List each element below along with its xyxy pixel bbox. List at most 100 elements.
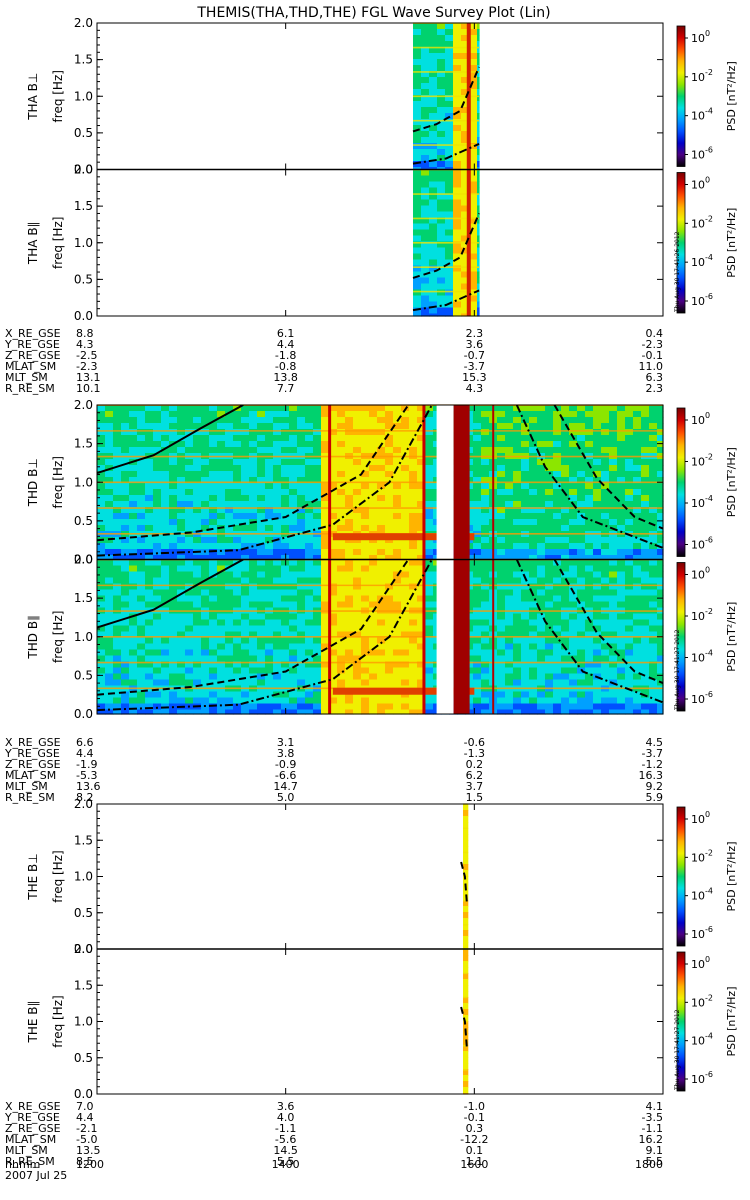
spectrum-cell (409, 559, 418, 567)
spectrum-cell (329, 601, 338, 609)
spectrum-cell (497, 703, 506, 711)
spectrum-cell (353, 709, 362, 715)
overlay-curve-dashdot (97, 405, 433, 557)
spectrum-cell (177, 429, 186, 436)
spectrum-cell (145, 441, 154, 448)
spectrum-cell (345, 595, 354, 603)
ephemeris-value: 3.1 (277, 736, 295, 749)
spectrum-cell (569, 459, 578, 466)
spectrum-cell (233, 429, 242, 436)
spectrum-cell (413, 283, 422, 291)
spectrum-cell (321, 441, 330, 448)
spectrum-cell (421, 119, 430, 126)
spectrum-cell (417, 549, 426, 556)
spectrum-cell (177, 501, 186, 508)
spectrum-cell (545, 565, 554, 573)
spectrum-cell (321, 435, 330, 442)
spectrum-cell (649, 477, 658, 484)
spectrum-cell (393, 637, 402, 645)
spectrum-cell (113, 583, 122, 591)
spectrum-cell (321, 613, 330, 621)
spectrum-cell (601, 571, 610, 579)
spectrum-cell (225, 619, 234, 627)
spectrum-cell (145, 447, 154, 454)
spectrum-cell (437, 253, 446, 261)
spectrum-cell (305, 565, 314, 573)
spectrum-cell (545, 459, 554, 466)
spectrum-cell (377, 631, 386, 639)
spectrum-cell (121, 709, 130, 715)
spectrum-cell (425, 601, 434, 609)
spectrum-cell (413, 175, 422, 183)
spectrum-cell (553, 471, 562, 478)
spectrum-cell (281, 649, 290, 657)
spectrum-cell (201, 483, 210, 490)
spectrum-cell (437, 223, 446, 231)
ephemeris-value: 10.1 (76, 382, 101, 395)
spectrum-cell (461, 199, 470, 207)
spectrum-cell (521, 465, 530, 472)
spectrum-cell (265, 513, 274, 520)
spectrum-cell (481, 441, 490, 448)
spectrum-cell (413, 143, 422, 150)
spectrum-cell (105, 411, 114, 418)
spectrum-cell (273, 625, 282, 633)
ephemeris-value: -5.6 (275, 1133, 296, 1146)
spectrum-cell (545, 577, 554, 585)
spectrum-cell (377, 679, 386, 687)
spectrum-cell (437, 83, 446, 90)
spectrum-cell (521, 637, 530, 645)
spectrum-cell (297, 549, 306, 556)
spectrum-cell (329, 637, 338, 645)
spectrum-cell (649, 667, 658, 675)
y-tick-label: 0.5 (74, 668, 93, 682)
spectrum-cell (633, 673, 642, 681)
spectrum-cell (561, 405, 570, 412)
spectrum-cell (529, 543, 538, 550)
spectrum-cell (521, 643, 530, 651)
spectrum-cell (553, 655, 562, 663)
spectrum-cell (561, 501, 570, 508)
spectrum-cell (257, 411, 266, 418)
spectrum-cell (185, 643, 194, 651)
spectrum-cell (113, 417, 122, 424)
spectrum-cell (453, 259, 462, 267)
ephemeris-value: -2.3 (642, 338, 663, 351)
spectrum-cell (569, 525, 578, 532)
spectrum-cell (437, 241, 446, 249)
spectrum-cell (409, 477, 418, 484)
spectrum-cell (461, 205, 470, 213)
spectrum-cell (505, 655, 514, 663)
spectrum-cell (477, 169, 480, 177)
spectrum-cell (593, 667, 602, 675)
spectrum-cell (233, 537, 242, 544)
spectrum-cell (649, 691, 658, 699)
spectrum-cell (513, 537, 522, 544)
spectrum-cell (625, 559, 634, 567)
spectrum-cell (273, 465, 282, 472)
spectrum-cell (505, 429, 514, 436)
spectrum-cell (137, 555, 146, 561)
spectrum-cell (241, 405, 250, 412)
spectrum-cell (577, 601, 586, 609)
spectrum-cell (633, 525, 642, 532)
spectrum-cell (241, 441, 250, 448)
spectrum-cell (97, 619, 106, 627)
spectrum-cell (417, 441, 426, 448)
spectrum-cell (481, 643, 490, 651)
spectrum-cell (617, 619, 626, 627)
spectrum-cell (265, 679, 274, 687)
spectrum-cell (553, 477, 562, 484)
spectrum-cell (201, 571, 210, 579)
spectrum-cell (633, 465, 642, 472)
spectrum-cell (625, 483, 634, 490)
spectrum-cell (481, 411, 490, 418)
spectrum-cell (529, 655, 538, 663)
spectrum-cell (413, 169, 422, 177)
spectrum-cell (273, 489, 282, 496)
spectrum-cell (417, 601, 426, 609)
spectrum-cell (209, 471, 218, 478)
spectrum-cell (633, 571, 642, 579)
spectrum-cell (617, 589, 626, 597)
spectrum-cell (585, 577, 594, 585)
